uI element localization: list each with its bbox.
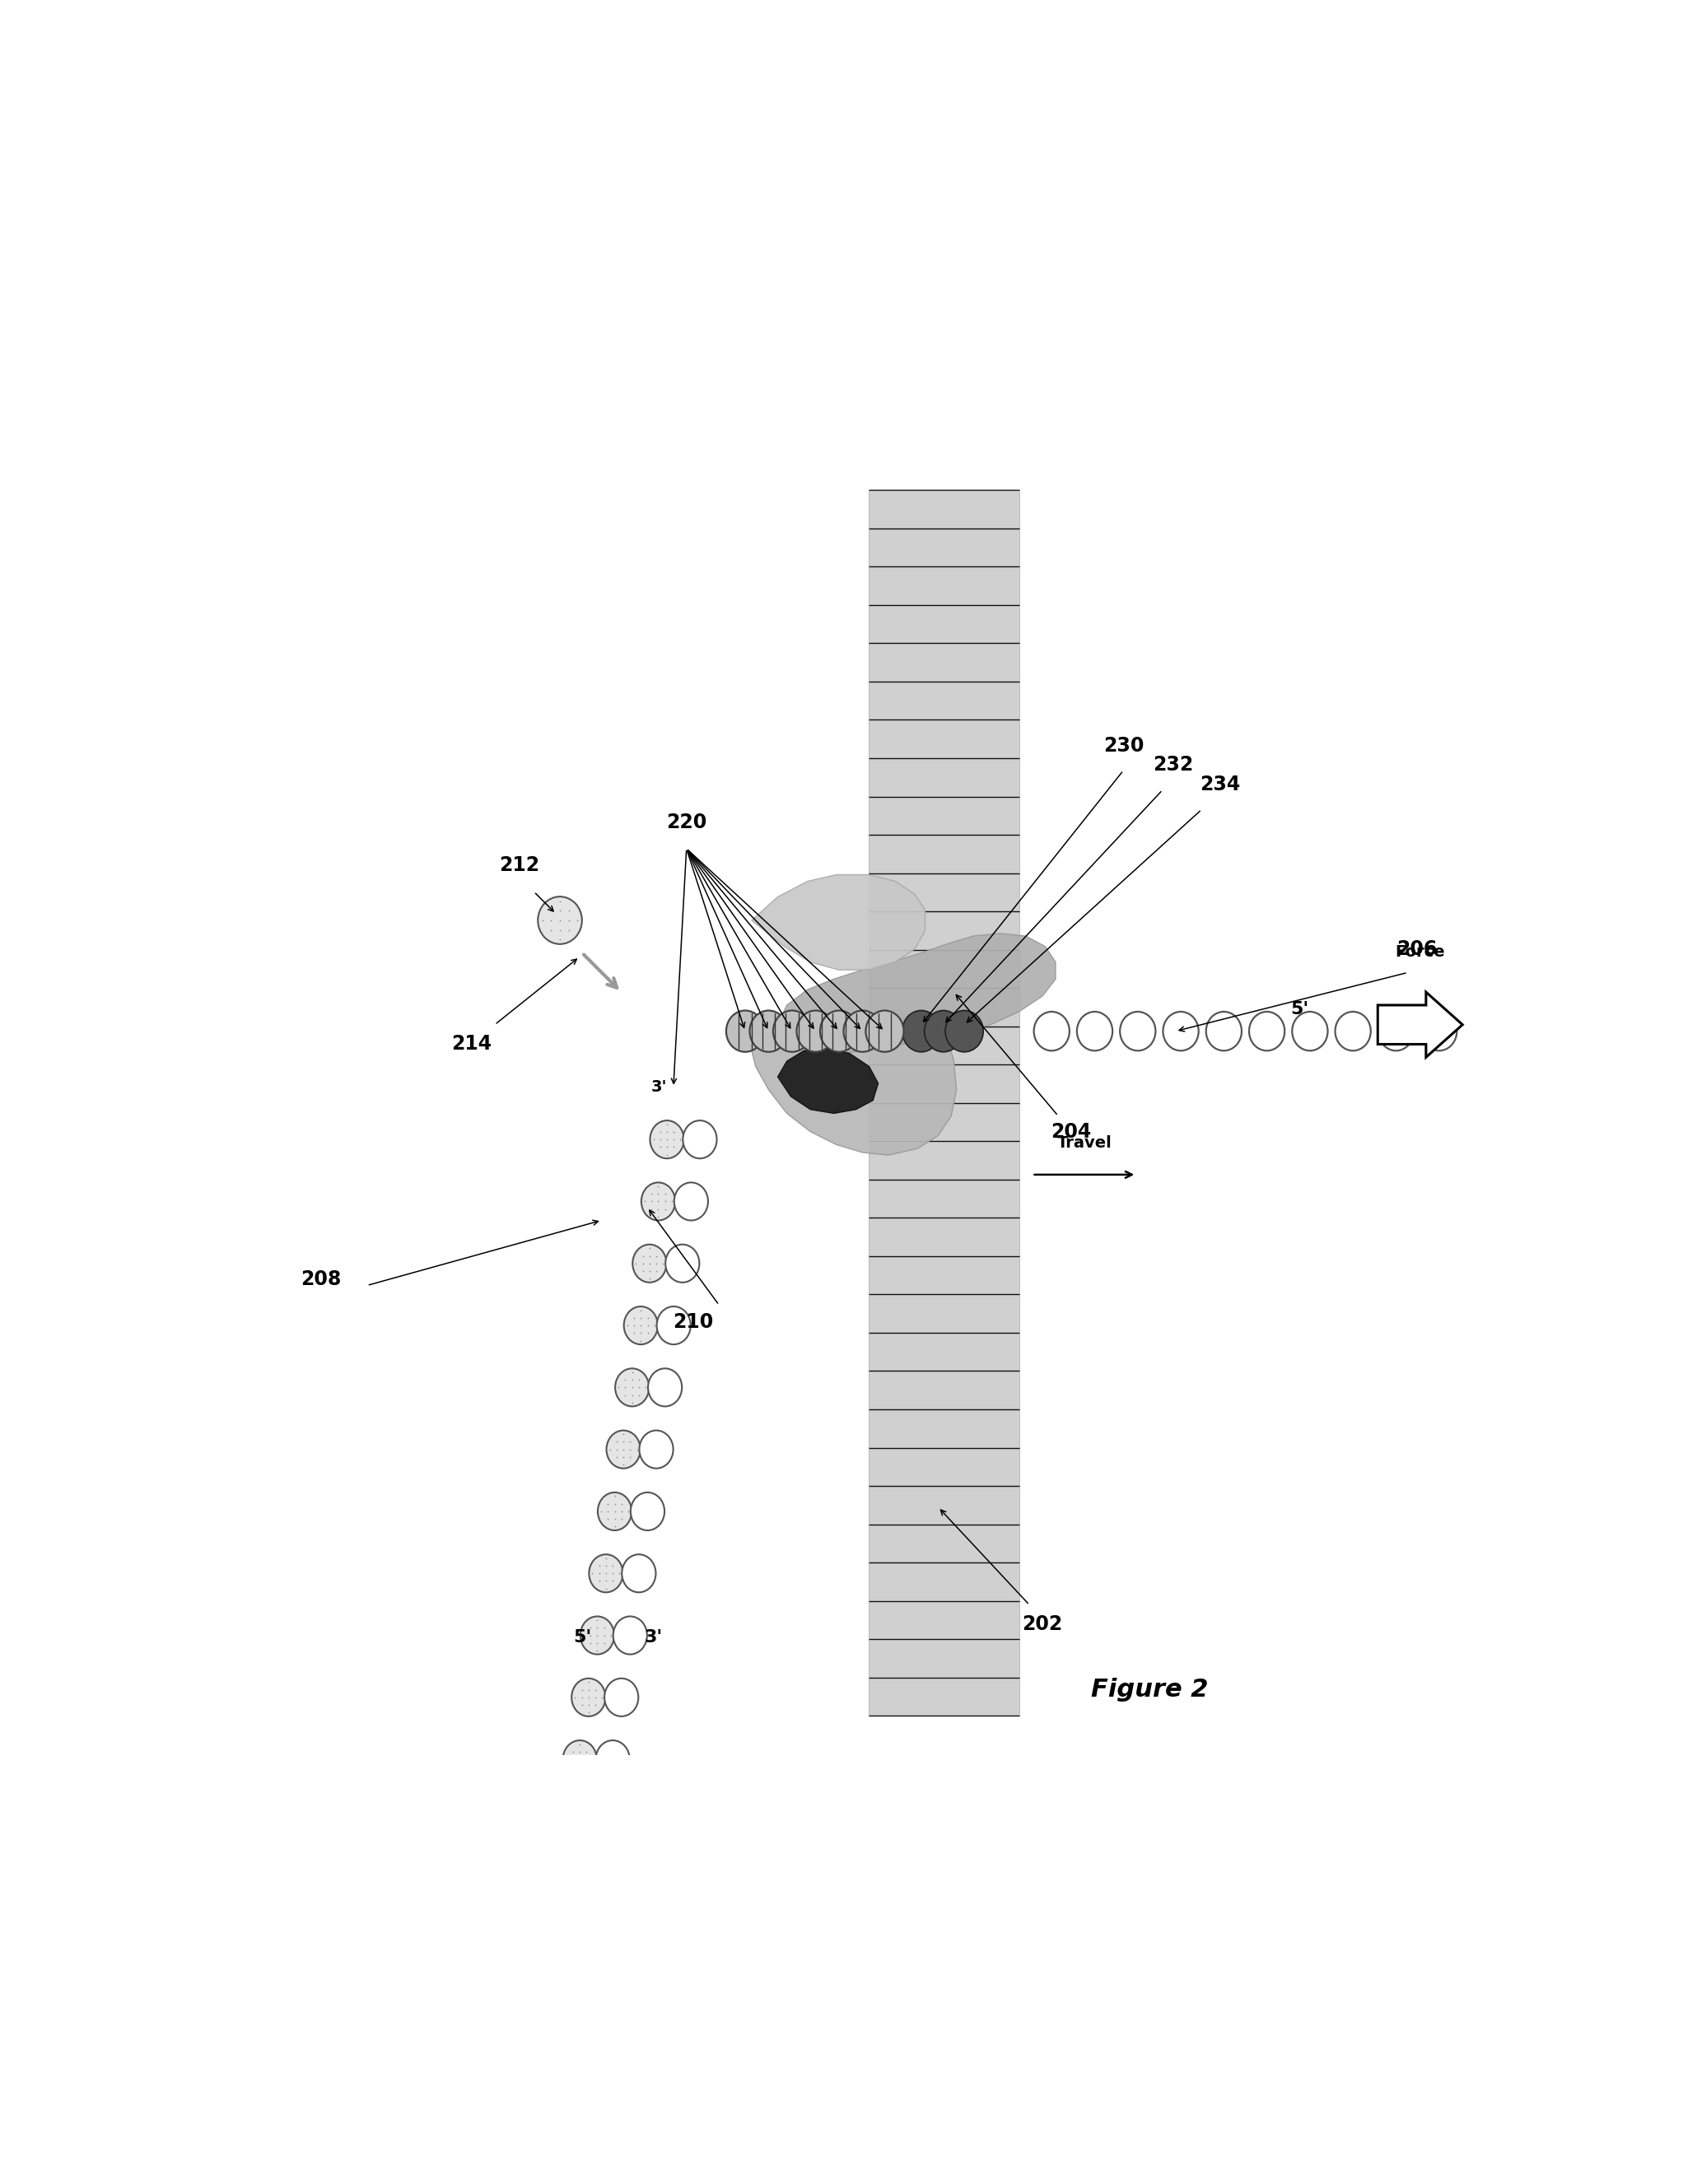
Ellipse shape — [1119, 1011, 1156, 1051]
Ellipse shape — [820, 1011, 858, 1053]
Text: 210: 210 — [673, 1313, 714, 1332]
Ellipse shape — [633, 1245, 666, 1282]
Ellipse shape — [1335, 1011, 1370, 1051]
Ellipse shape — [1163, 1011, 1198, 1051]
Text: 206: 206 — [1397, 939, 1437, 959]
Ellipse shape — [1420, 1011, 1457, 1051]
Polygon shape — [778, 933, 1055, 1053]
Polygon shape — [778, 1048, 879, 1114]
Ellipse shape — [865, 1011, 904, 1053]
Text: 220: 220 — [666, 812, 707, 832]
Ellipse shape — [624, 1306, 658, 1345]
Text: 204: 204 — [1050, 1123, 1092, 1142]
Text: 230: 230 — [1102, 736, 1144, 756]
Ellipse shape — [562, 1741, 597, 1778]
Ellipse shape — [1249, 1011, 1284, 1051]
Ellipse shape — [665, 1245, 700, 1282]
Ellipse shape — [1293, 1011, 1328, 1051]
Ellipse shape — [587, 1802, 621, 1841]
Ellipse shape — [623, 1555, 656, 1592]
Polygon shape — [752, 1013, 956, 1155]
Ellipse shape — [1077, 1011, 1112, 1051]
Ellipse shape — [597, 1492, 631, 1531]
Ellipse shape — [683, 1120, 717, 1158]
Ellipse shape — [616, 1369, 650, 1406]
Text: 212: 212 — [500, 856, 540, 876]
Ellipse shape — [946, 1011, 983, 1053]
Text: 3': 3' — [651, 1079, 666, 1094]
Ellipse shape — [749, 1011, 788, 1053]
Text: Figure 2: Figure 2 — [1091, 1677, 1208, 1701]
Ellipse shape — [640, 1431, 673, 1468]
Ellipse shape — [613, 1616, 646, 1653]
Text: Travel: Travel — [1057, 1136, 1112, 1151]
Text: 5': 5' — [1291, 1000, 1309, 1018]
Ellipse shape — [579, 1865, 613, 1902]
Ellipse shape — [641, 1182, 675, 1221]
Ellipse shape — [631, 1492, 665, 1531]
Text: Force: Force — [1395, 943, 1446, 959]
Ellipse shape — [1378, 1011, 1414, 1051]
Ellipse shape — [648, 1369, 682, 1406]
Bar — [868, 489, 1020, 1717]
Polygon shape — [752, 876, 926, 970]
Text: 3': 3' — [645, 1629, 663, 1647]
Ellipse shape — [539, 898, 582, 943]
Text: 234: 234 — [1200, 775, 1240, 795]
Ellipse shape — [650, 1120, 683, 1158]
Ellipse shape — [572, 1677, 606, 1717]
FancyArrow shape — [1378, 992, 1463, 1057]
Text: 5': 5' — [572, 1629, 591, 1647]
Ellipse shape — [656, 1306, 690, 1345]
Text: 232: 232 — [1153, 756, 1193, 775]
Ellipse shape — [554, 1802, 587, 1841]
Ellipse shape — [1207, 1011, 1242, 1051]
Text: 208: 208 — [301, 1269, 342, 1289]
Ellipse shape — [843, 1011, 882, 1053]
Ellipse shape — [796, 1011, 835, 1053]
Ellipse shape — [545, 1865, 579, 1902]
Ellipse shape — [1033, 1011, 1069, 1051]
Text: 214: 214 — [451, 1035, 491, 1055]
Ellipse shape — [596, 1741, 629, 1778]
Ellipse shape — [606, 1431, 640, 1468]
Ellipse shape — [725, 1011, 764, 1053]
Ellipse shape — [772, 1011, 811, 1053]
Ellipse shape — [581, 1616, 614, 1653]
Ellipse shape — [589, 1555, 623, 1592]
Ellipse shape — [924, 1011, 963, 1053]
Ellipse shape — [675, 1182, 709, 1221]
Text: 202: 202 — [1022, 1614, 1062, 1634]
Ellipse shape — [902, 1011, 941, 1053]
Ellipse shape — [604, 1677, 638, 1717]
